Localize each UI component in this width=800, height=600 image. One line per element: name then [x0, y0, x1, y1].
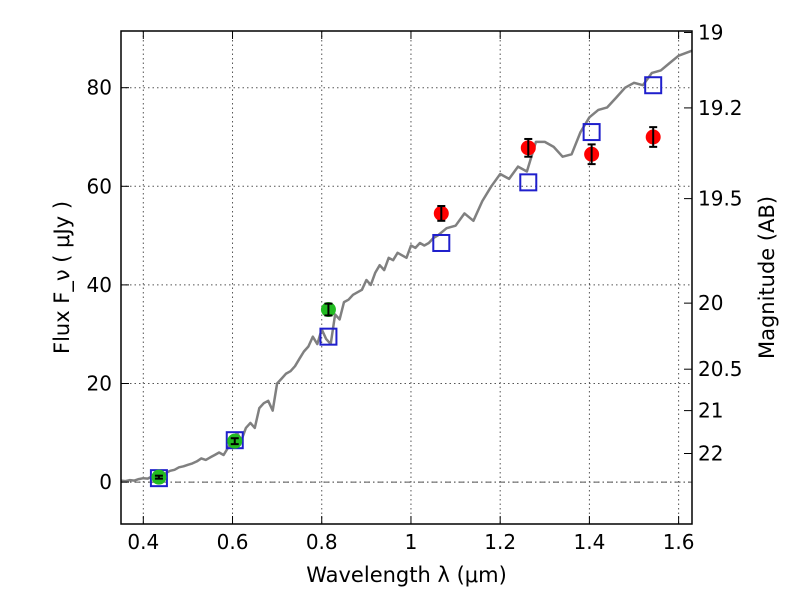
spectrum-series: [120, 49, 693, 483]
x-tick-label: 1.4: [573, 530, 605, 554]
model-photometry-square: [582, 123, 601, 142]
x-tick-label: 1.6: [663, 530, 695, 554]
model-photometry-square: [519, 173, 538, 192]
y2-axis-label: Magnitude (AB): [755, 196, 779, 359]
plot-frame: [120, 30, 693, 525]
mag-tick-label: 19.5: [698, 187, 743, 211]
y-tick-label: 60: [87, 174, 112, 198]
model-photometry-square: [432, 233, 451, 252]
x-tick-label: 1.2: [484, 530, 516, 554]
model-photometry-square: [644, 76, 663, 95]
grid: [121, 31, 692, 524]
y-tick-label: 20: [87, 371, 112, 395]
x-tick-label: 0.6: [217, 530, 249, 554]
mag-tick-label: 20: [698, 291, 723, 315]
mag-tick-label: 20.5: [698, 357, 743, 381]
spectrum-line: [120, 49, 693, 483]
model-photometry-series: [149, 76, 663, 488]
axis-tick-labels: 0.4 0.6 0.8 1 1.2 1.4 1.6 0 20 40 60 80 19 19.2 19.5 20…: [87, 20, 743, 554]
x-tick-label: 1: [405, 530, 418, 554]
y-axis-label: Flux F_ν ( μJy ): [50, 201, 75, 354]
mag-tick-label: 19.2: [698, 96, 743, 120]
mag-tick-label: 22: [698, 442, 723, 466]
y-tick-label: 40: [87, 273, 112, 297]
model-photometry-square: [319, 327, 338, 346]
x-tick-label: 0.4: [127, 530, 159, 554]
x-tick-label: 0.8: [306, 530, 338, 554]
x-axis-label: Wavelength λ (μm): [306, 563, 507, 587]
mag-tick-label: 21: [698, 399, 723, 423]
y-tick-label: 80: [87, 76, 112, 100]
observed-photometry-series: [151, 126, 661, 485]
axis-ticks: [121, 31, 692, 524]
mag-tick-label: 19: [698, 20, 723, 44]
y-tick-label: 0: [99, 470, 112, 494]
